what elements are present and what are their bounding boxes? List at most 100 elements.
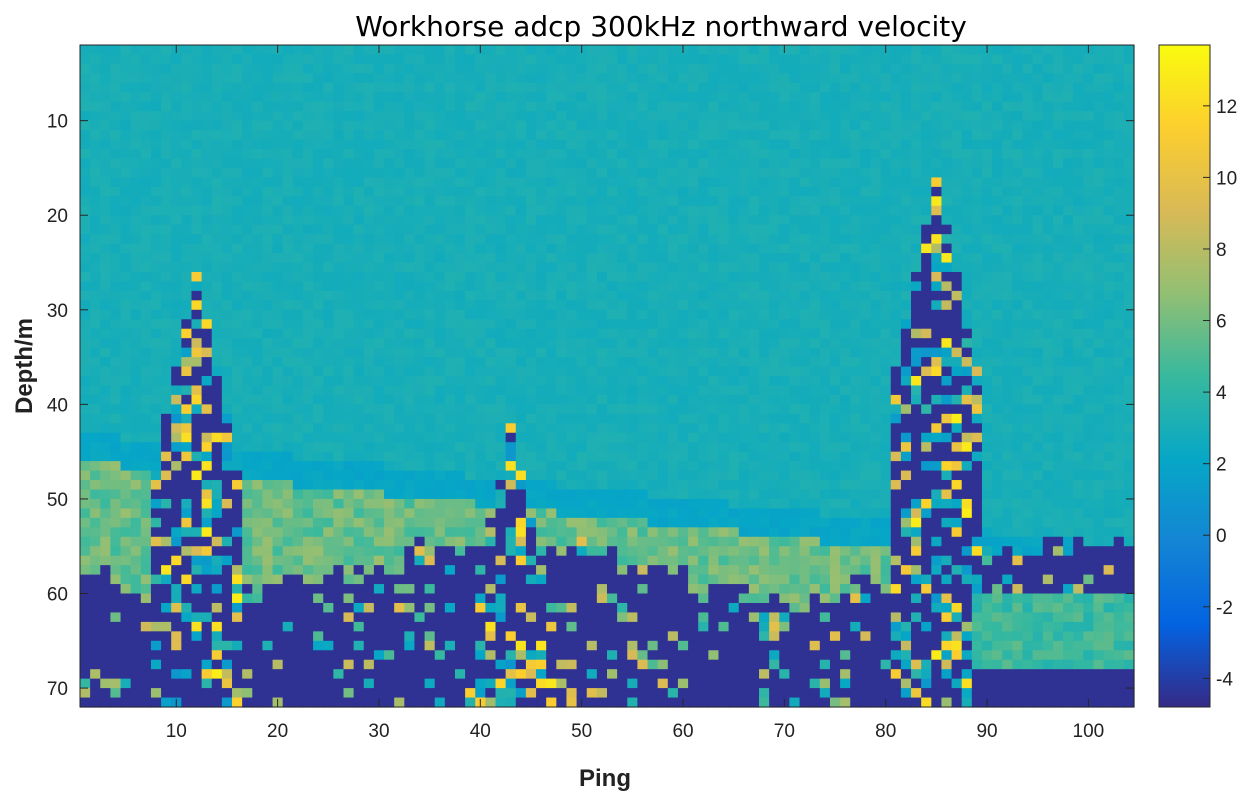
heatmap-cell — [799, 139, 811, 150]
heatmap-cell — [637, 290, 649, 301]
heatmap-cell — [333, 262, 345, 273]
heatmap-cell — [475, 271, 486, 283]
heatmap-cell — [181, 470, 193, 481]
heatmap-cell — [586, 442, 598, 453]
heatmap-cell — [576, 508, 588, 519]
heatmap-cell — [748, 92, 760, 103]
heatmap-cell — [688, 111, 699, 122]
heatmap-cell — [110, 167, 122, 178]
heatmap-cell — [100, 451, 111, 462]
heatmap-cell — [302, 555, 314, 566]
heatmap-cell — [748, 149, 760, 160]
heatmap-cell — [718, 404, 730, 415]
heatmap-cell — [232, 498, 243, 509]
heatmap-cell — [596, 688, 608, 699]
heatmap-cell — [759, 612, 770, 623]
heatmap-cell — [221, 640, 233, 651]
heatmap-cell — [617, 177, 628, 188]
heatmap-cell — [90, 309, 101, 320]
heatmap-cell — [454, 234, 466, 245]
heatmap-cell — [221, 357, 233, 368]
heatmap-cell — [576, 92, 588, 103]
heatmap-cell — [799, 167, 811, 178]
heatmap-cell — [302, 413, 314, 424]
heatmap-cell — [465, 92, 476, 103]
heatmap-cell — [120, 517, 132, 528]
heatmap-cell — [667, 319, 679, 330]
heatmap-cell — [394, 338, 405, 349]
heatmap-cell — [454, 271, 466, 283]
heatmap-cell — [140, 271, 152, 283]
heatmap-cell — [90, 63, 101, 74]
heatmap-cell — [586, 432, 598, 443]
heatmap-cell — [140, 338, 152, 349]
heatmap-cell — [515, 186, 527, 197]
heatmap-cell — [191, 215, 203, 226]
heatmap-cell — [738, 92, 750, 103]
heatmap-cell — [576, 385, 588, 396]
heatmap-cell — [596, 139, 608, 150]
heatmap-cell — [637, 309, 649, 320]
heatmap-cell — [637, 139, 649, 150]
heatmap-cell — [454, 111, 466, 122]
heatmap-cell — [434, 73, 446, 84]
heatmap-cell — [414, 470, 426, 481]
heatmap-cell — [475, 130, 486, 141]
heatmap-cell — [475, 111, 486, 122]
heatmap-cell — [576, 309, 588, 320]
heatmap-cell — [252, 376, 264, 387]
heatmap-cell — [292, 309, 304, 320]
heatmap-cell — [667, 678, 679, 689]
heatmap-cell — [647, 319, 659, 330]
heatmap-cell — [384, 63, 395, 74]
heatmap-cell — [505, 640, 517, 651]
heatmap-cell — [242, 697, 253, 708]
heatmap-cell — [546, 574, 557, 585]
heatmap-cell — [353, 357, 365, 368]
heatmap-cell — [150, 423, 162, 434]
heatmap-cell — [120, 593, 132, 604]
heatmap-cell — [363, 631, 375, 642]
heatmap-cell — [515, 196, 527, 207]
heatmap-cell — [434, 489, 446, 500]
heatmap-cell — [80, 338, 91, 349]
heatmap-cell — [505, 347, 517, 358]
heatmap-cell — [333, 650, 345, 661]
heatmap-cell — [505, 631, 517, 642]
heatmap-cell — [130, 659, 142, 670]
heatmap-cell — [313, 271, 324, 283]
heatmap-cell — [566, 574, 578, 585]
heatmap-cell — [282, 54, 294, 65]
heatmap-cell — [485, 300, 497, 311]
heatmap-cell — [262, 546, 274, 557]
heatmap-cell — [272, 196, 284, 207]
heatmap-cell — [424, 130, 436, 141]
heatmap-cell — [789, 480, 801, 491]
heatmap-cell — [80, 45, 91, 56]
heatmap-cell — [647, 470, 659, 481]
heatmap-cell — [201, 602, 213, 614]
heatmap-cell — [434, 234, 446, 245]
heatmap-cell — [748, 45, 760, 56]
heatmap-cell — [515, 101, 527, 112]
heatmap-cell — [252, 224, 264, 235]
heatmap-cell — [738, 271, 750, 283]
heatmap-cell — [698, 480, 709, 491]
heatmap-cell — [728, 470, 740, 481]
heatmap-cell — [171, 602, 182, 614]
heatmap-cell — [262, 621, 274, 632]
heatmap-cell — [333, 480, 345, 491]
heatmap-cell — [789, 92, 801, 103]
heatmap-cell — [211, 300, 223, 311]
heatmap-cell — [373, 54, 385, 65]
heatmap-cell — [617, 442, 628, 453]
heatmap-cell — [353, 602, 365, 614]
heatmap-cell — [505, 688, 517, 699]
heatmap-cell — [677, 442, 689, 453]
heatmap-cell — [576, 139, 588, 150]
heatmap-cell — [465, 527, 476, 538]
heatmap-cell — [546, 281, 557, 292]
heatmap-cell — [150, 309, 162, 320]
heatmap-cell — [150, 196, 162, 207]
heatmap-cell — [546, 593, 557, 604]
